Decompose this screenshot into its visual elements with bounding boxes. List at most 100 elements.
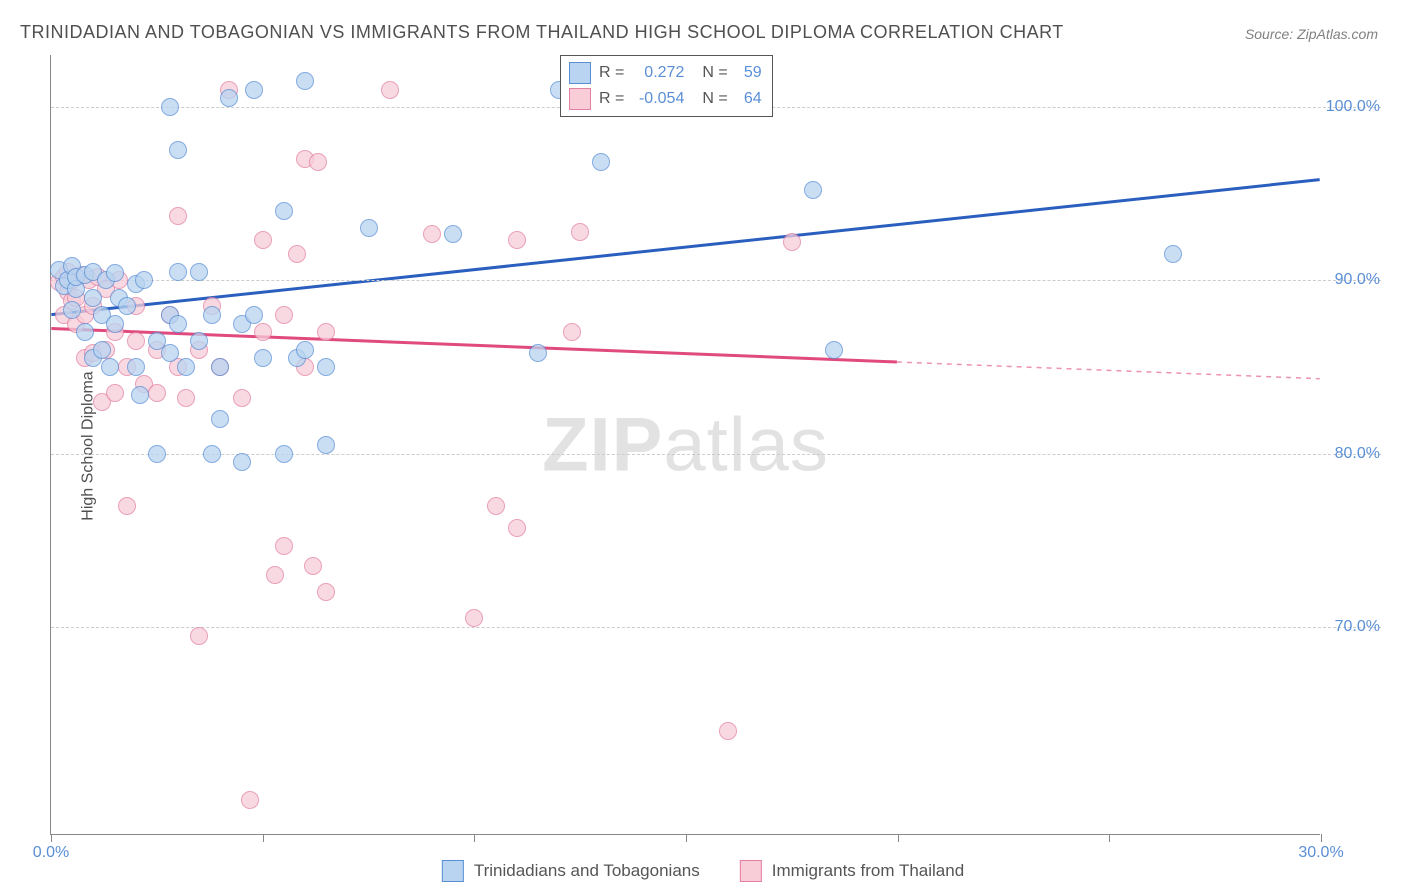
xtick	[1109, 834, 1110, 842]
data-point	[381, 81, 399, 99]
series-legend: Trinidadians and Tobagonians Immigrants …	[442, 860, 964, 882]
data-point	[571, 223, 589, 241]
data-point	[177, 389, 195, 407]
data-point	[254, 323, 272, 341]
data-point	[360, 219, 378, 237]
ytick-label: 100.0%	[1326, 98, 1380, 116]
data-point	[288, 245, 306, 263]
data-point	[190, 627, 208, 645]
swatch-series2	[569, 88, 591, 110]
data-point	[211, 358, 229, 376]
plot-area: ZIPatlas 70.0%80.0%90.0%100.0%0.0%30.0%	[50, 55, 1320, 835]
data-point	[783, 233, 801, 251]
data-point	[275, 445, 293, 463]
data-point	[148, 445, 166, 463]
data-point	[317, 323, 335, 341]
data-point	[203, 306, 221, 324]
n-value-1: 59	[736, 64, 762, 82]
n-label: N =	[702, 90, 727, 108]
n-label: N =	[702, 64, 727, 82]
data-point	[465, 609, 483, 627]
data-point	[233, 453, 251, 471]
legend-item-2: Immigrants from Thailand	[740, 860, 964, 882]
swatch-series1	[569, 62, 591, 84]
data-point	[118, 297, 136, 315]
data-point	[317, 358, 335, 376]
data-point	[508, 231, 526, 249]
xtick	[686, 834, 687, 842]
data-point	[423, 225, 441, 243]
data-point	[317, 436, 335, 454]
data-point	[131, 386, 149, 404]
data-point	[169, 207, 187, 225]
gridline	[51, 454, 1381, 455]
swatch-series1	[442, 860, 464, 882]
stats-legend: R = 0.272 N = 59 R = -0.054 N = 64	[560, 55, 773, 117]
gridline	[51, 627, 1381, 628]
data-point	[266, 566, 284, 584]
series-name-2: Immigrants from Thailand	[772, 861, 964, 881]
data-point	[309, 153, 327, 171]
xtick-label: 30.0%	[1298, 844, 1343, 862]
data-point	[84, 289, 102, 307]
data-point	[118, 497, 136, 515]
xtick	[51, 834, 52, 842]
data-point	[169, 315, 187, 333]
data-point	[254, 231, 272, 249]
data-point	[106, 384, 124, 402]
series-name-1: Trinidadians and Tobagonians	[474, 861, 700, 881]
data-point	[76, 323, 94, 341]
data-point	[211, 410, 229, 428]
stats-row-series1: R = 0.272 N = 59	[569, 60, 762, 86]
data-point	[177, 358, 195, 376]
data-point	[592, 153, 610, 171]
data-point	[296, 341, 314, 359]
data-point	[220, 89, 238, 107]
xtick	[474, 834, 475, 842]
data-point	[508, 519, 526, 537]
data-point	[169, 141, 187, 159]
data-point	[444, 225, 462, 243]
trend-lines	[51, 55, 1320, 834]
n-value-2: 64	[736, 90, 762, 108]
data-point	[233, 389, 251, 407]
r-value-2: -0.054	[632, 90, 684, 108]
data-point	[106, 315, 124, 333]
data-point	[161, 344, 179, 362]
data-point	[275, 202, 293, 220]
chart-title: TRINIDADIAN AND TOBAGONIAN VS IMMIGRANTS…	[20, 22, 1064, 43]
data-point	[245, 306, 263, 324]
data-point	[1164, 245, 1182, 263]
xtick	[1321, 834, 1322, 842]
r-value-1: 0.272	[632, 64, 684, 82]
data-point	[161, 98, 179, 116]
data-point	[275, 306, 293, 324]
r-label: R =	[599, 90, 624, 108]
swatch-series2	[740, 860, 762, 882]
ytick-label: 80.0%	[1335, 445, 1380, 463]
data-point	[304, 557, 322, 575]
data-point	[203, 445, 221, 463]
data-point	[245, 81, 263, 99]
data-point	[825, 341, 843, 359]
data-point	[563, 323, 581, 341]
data-point	[487, 497, 505, 515]
data-point	[241, 791, 259, 809]
data-point	[101, 358, 119, 376]
data-point	[169, 263, 187, 281]
data-point	[148, 384, 166, 402]
data-point	[296, 72, 314, 90]
data-point	[529, 344, 547, 362]
ytick-label: 70.0%	[1335, 618, 1380, 636]
data-point	[135, 271, 153, 289]
data-point	[190, 332, 208, 350]
data-point	[317, 583, 335, 601]
data-point	[127, 332, 145, 350]
legend-item-1: Trinidadians and Tobagonians	[442, 860, 700, 882]
r-label: R =	[599, 64, 624, 82]
data-point	[254, 349, 272, 367]
data-point	[93, 341, 111, 359]
gridline	[51, 280, 1381, 281]
data-point	[63, 301, 81, 319]
xtick	[898, 834, 899, 842]
